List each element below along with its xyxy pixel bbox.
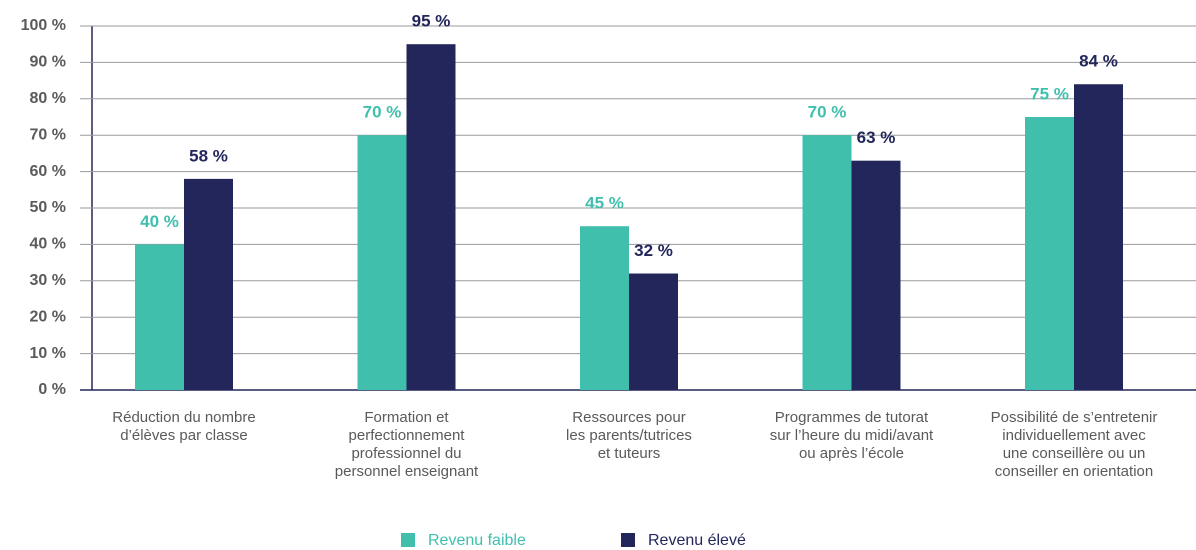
x-tick-label: d’élèves par classe [120,427,248,444]
legend-label: Revenu faible [428,532,526,549]
legend-swatch [621,533,635,547]
x-tick-label: Possibilité de s’entretenir [991,409,1158,426]
data-label: 32 % [634,241,673,260]
data-label: 70 % [363,103,402,122]
data-label: 75 % [1030,84,1069,103]
x-tick-label: une conseillère ou un [1003,445,1146,462]
bar [580,226,629,390]
legend-label: Revenu élevé [648,532,746,549]
x-tick-label: sur l’heure du midi/avant [770,427,934,444]
y-tick-label: 20 % [30,308,66,325]
x-tick-label: Réduction du nombre [112,409,255,426]
y-tick-label: 50 % [30,199,66,216]
data-label: 40 % [140,212,179,231]
data-label: 58 % [189,146,228,165]
bar [184,178,233,390]
bar [357,135,407,390]
x-tick-label: conseiller en orientation [995,463,1153,480]
y-tick-label: 0 % [38,381,66,398]
x-tick-label: individuellement avec [1002,427,1146,444]
legend-swatch [401,533,415,547]
y-tick-label: 30 % [30,272,66,289]
y-tick-label: 90 % [30,54,66,71]
x-tick-label: Ressources pour [572,409,685,426]
x-tick-label: professionnel du [351,445,461,462]
y-tick-label: 60 % [30,163,66,180]
x-tick-label: perfectionnement [349,427,466,444]
y-tick-label: 80 % [30,90,66,107]
bar [406,44,456,390]
x-tick-label: Programmes de tutorat [775,409,929,426]
bar [135,244,184,390]
bar [1074,84,1123,391]
bar [629,273,678,390]
bar [851,160,901,390]
y-tick-label: 10 % [30,345,66,362]
data-label: 95 % [412,12,451,31]
bar [1025,117,1074,390]
data-label: 70 % [808,103,847,122]
data-label: 84 % [1079,52,1118,71]
x-tick-label: et tuteurs [598,445,661,462]
y-tick-label: 100 % [21,17,66,34]
x-tick-label: personnel enseignant [335,463,479,480]
data-label: 45 % [585,194,624,213]
data-label: 63 % [857,128,896,147]
y-tick-label: 70 % [30,126,66,143]
bar [802,135,852,390]
x-tick-label: Formation et [364,409,449,426]
y-tick-label: 40 % [30,236,66,253]
x-tick-label: ou après l’école [799,445,904,462]
x-tick-label: les parents/tutrices [566,427,692,444]
